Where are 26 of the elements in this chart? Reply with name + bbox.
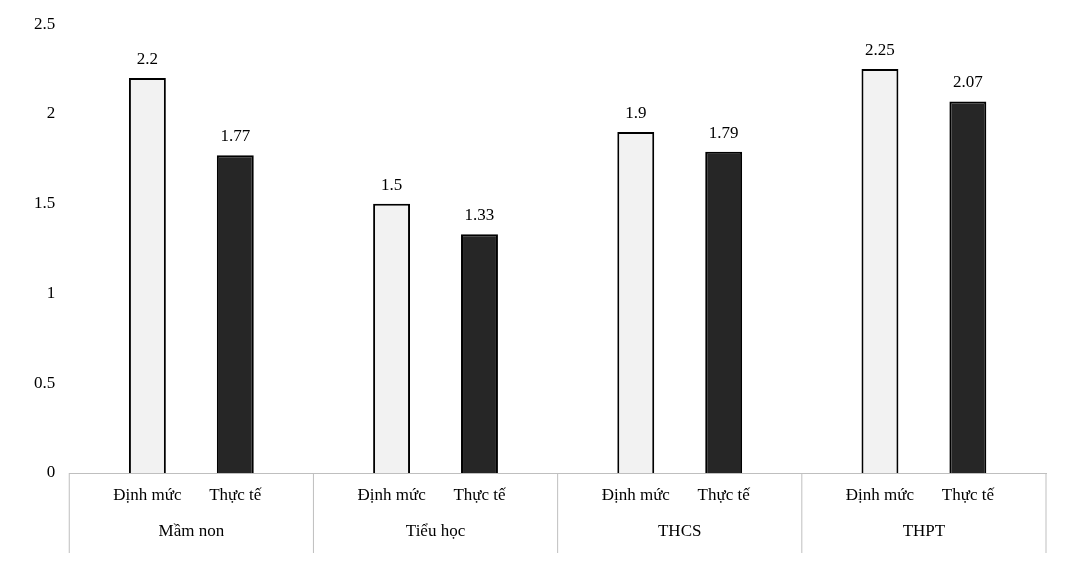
text: Thực tế <box>941 484 994 504</box>
x-tick-label: Tiểu học <box>405 520 466 540</box>
series-label: Thực tế <box>209 484 262 504</box>
text: Định mức <box>845 484 915 504</box>
data-label: 1.33 <box>464 205 495 225</box>
y-tick-label: 2.5 <box>34 13 56 33</box>
data-label: 2.2 <box>136 49 159 69</box>
text: Định mức <box>113 484 182 504</box>
x-tick-label: Mầm non <box>158 520 225 540</box>
text: Thực tế <box>697 484 750 504</box>
y-tick-label: 2 <box>46 103 56 123</box>
x-tick-label: THCS <box>657 520 702 540</box>
series-label: Định mức <box>357 484 427 504</box>
data-label: 2.07 <box>952 72 984 92</box>
y-tick-label: 1.5 <box>34 193 56 213</box>
data-label: 1.79 <box>708 122 739 142</box>
y-tick-label: 0 <box>46 462 56 482</box>
y-tick-label: 1 <box>46 282 56 302</box>
text: Thực tế <box>453 484 506 504</box>
x-tick-label: THPT <box>902 520 946 540</box>
data-label: 1.9 <box>625 102 647 122</box>
y-tick-label: 0.5 <box>34 372 56 392</box>
data-label: 1.5 <box>380 174 403 194</box>
data-label: 2.25 <box>865 40 895 60</box>
text: Định mức <box>601 484 670 504</box>
data-label: 1.77 <box>220 126 251 146</box>
